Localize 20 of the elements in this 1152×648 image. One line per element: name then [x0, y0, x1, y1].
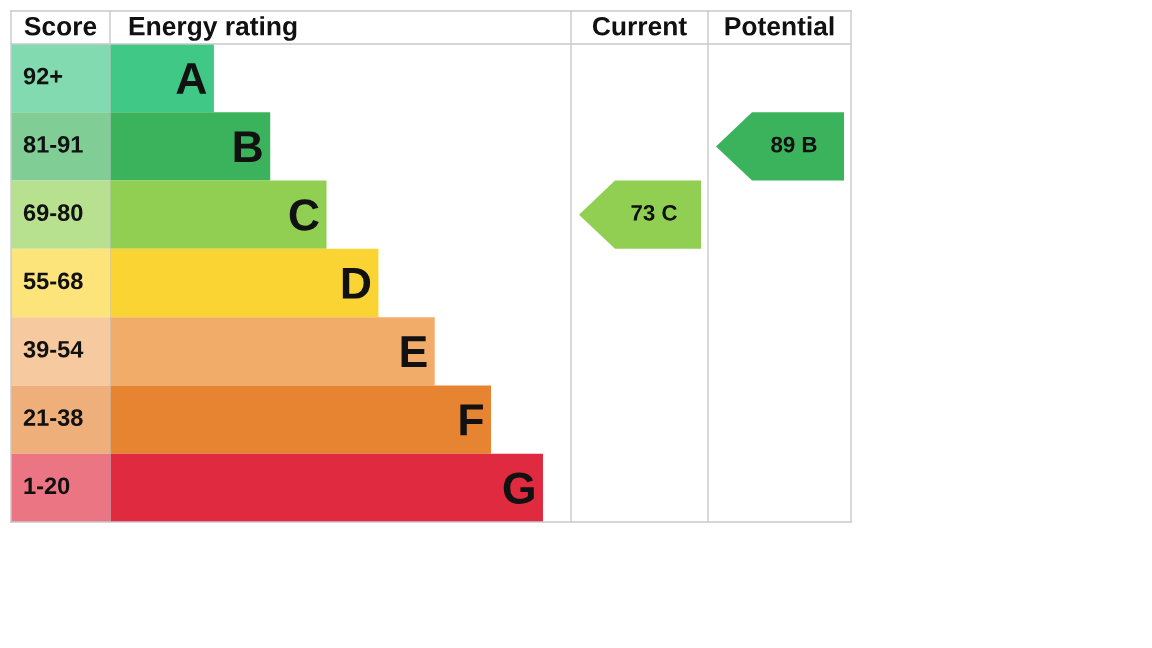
- text: 69-80: [23, 204, 83, 222]
- text: 21-38: [23, 409, 83, 426]
- text: 73 C: [631, 204, 677, 221]
- text: 1-20: [24, 477, 70, 495]
- y-tick-label: A: [176, 63, 207, 94]
- y-tick-label: F: [460, 404, 483, 436]
- y-tick-label: E: [401, 336, 427, 367]
- text: 92+: [23, 67, 63, 85]
- text: Current: [592, 16, 687, 36]
- text: Score: [24, 16, 97, 36]
- y-tick-label: G: [503, 472, 534, 504]
- text: Energy rating: [129, 16, 297, 41]
- text: Potential: [725, 16, 834, 36]
- text: 55-68: [23, 272, 83, 290]
- text: 89 B: [771, 136, 817, 153]
- text: 81-91: [23, 136, 83, 153]
- y-tick-label: C: [289, 199, 319, 231]
- y-tick-label: B: [234, 131, 262, 163]
- y-tick-label: D: [342, 268, 371, 299]
- text: 39-54: [23, 340, 84, 358]
